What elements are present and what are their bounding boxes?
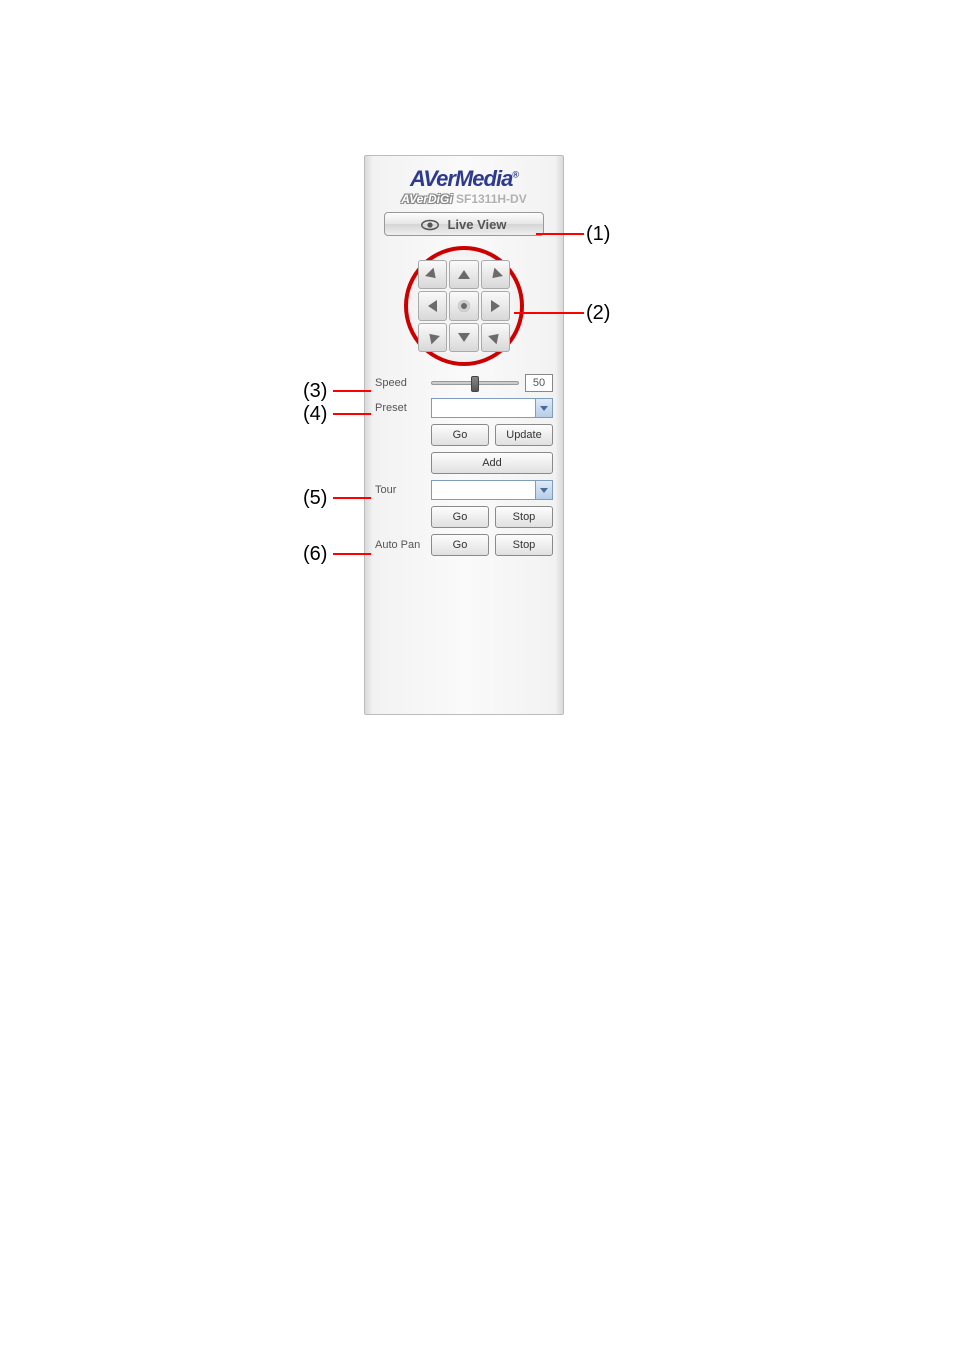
ptz-up-button[interactable]	[449, 260, 478, 289]
callout-4: (4)	[303, 403, 327, 426]
chevron-down-icon	[535, 399, 552, 417]
ptz-right-button[interactable]	[481, 291, 510, 320]
callout-line	[333, 390, 371, 392]
arrow-down-right-icon	[488, 330, 503, 345]
tour-row: Tour	[375, 480, 553, 500]
callout-2: (2)	[586, 302, 610, 325]
callout-3: (3)	[303, 380, 327, 403]
arrow-right-icon	[491, 300, 500, 312]
preset-buttons-1: Go Update	[431, 424, 553, 446]
callout-2-text: (2)	[586, 302, 610, 324]
callout-5: (5)	[303, 487, 327, 510]
control-panel: AVerMedia® AVerDiGi SF1311H-DV Live View	[364, 155, 564, 715]
speed-slider-thumb[interactable]	[471, 376, 479, 392]
live-view-label: Live View	[447, 217, 506, 232]
autopan-label: Auto Pan	[375, 539, 431, 551]
speed-label: Speed	[375, 377, 431, 389]
callout-line	[536, 233, 584, 235]
brand-block: AVerMedia® AVerDiGi SF1311H-DV	[375, 166, 553, 206]
tour-go-button[interactable]: Go	[431, 506, 489, 528]
callout-6-text: (6)	[303, 543, 327, 565]
callout-1: (1)	[586, 223, 610, 246]
ptz-down-button[interactable]	[449, 323, 478, 352]
ptz-down-right-button[interactable]	[481, 323, 510, 352]
preset-update-label: Update	[506, 429, 541, 441]
preset-add-button[interactable]: Add	[431, 452, 553, 474]
tour-stop-label: Stop	[513, 511, 536, 523]
arrow-down-icon	[458, 333, 470, 342]
speed-row: Speed 50	[375, 374, 553, 392]
autopan-go-button[interactable]: Go	[431, 534, 489, 556]
callout-3-text: (3)	[303, 380, 327, 402]
preset-select[interactable]	[431, 398, 553, 418]
callout-line	[514, 312, 584, 314]
brand-sub: AVerDiGi SF1311H-DV	[375, 192, 553, 206]
callout-6: (6)	[303, 543, 327, 566]
arrow-left-icon	[428, 300, 437, 312]
callout-4-text: (4)	[303, 403, 327, 425]
autopan-go-label: Go	[453, 539, 468, 551]
brand-sub-prefix: AVerDiGi	[401, 192, 452, 206]
preset-add-label: Add	[482, 457, 502, 469]
callout-5-text: (5)	[303, 487, 327, 509]
autopan-stop-label: Stop	[513, 539, 536, 551]
eye-icon	[421, 218, 439, 230]
arrow-down-left-icon	[425, 330, 440, 345]
preset-update-button[interactable]: Update	[495, 424, 553, 446]
brand-main: AVerMedia®	[375, 166, 553, 192]
arrow-up-left-icon	[425, 267, 440, 282]
tour-label: Tour	[375, 484, 431, 496]
preset-go-button[interactable]: Go	[431, 424, 489, 446]
chevron-down-icon	[535, 481, 552, 499]
ptz-up-right-button[interactable]	[481, 260, 510, 289]
ptz-up-left-button[interactable]	[418, 260, 447, 289]
preset-row: Preset	[375, 398, 553, 418]
arrow-up-right-icon	[488, 267, 503, 282]
ptz-down-left-button[interactable]	[418, 323, 447, 352]
brand-reg: ®	[512, 170, 518, 180]
ptz-grid	[418, 260, 510, 352]
tour-stop-button[interactable]: Stop	[495, 506, 553, 528]
callout-line	[333, 413, 371, 415]
ptz-control	[404, 246, 524, 366]
center-dot-icon	[458, 300, 470, 312]
autopan-stop-button[interactable]: Stop	[495, 534, 553, 556]
preset-label: Preset	[375, 402, 431, 414]
ptz-left-button[interactable]	[418, 291, 447, 320]
brand-main-text: AVerMedia	[410, 166, 512, 191]
autopan-row: Auto Pan Go Stop	[375, 534, 553, 556]
live-view-button[interactable]: Live View	[384, 212, 544, 236]
arrow-up-icon	[458, 270, 470, 279]
brand-model: SF1311H-DV	[456, 192, 527, 206]
callout-line	[333, 497, 371, 499]
tour-buttons: Go Stop	[431, 506, 553, 528]
preset-go-label: Go	[453, 429, 468, 441]
callout-1-text: (1)	[586, 223, 610, 245]
ptz-center-button[interactable]	[449, 291, 478, 320]
tour-go-label: Go	[453, 511, 468, 523]
tour-select[interactable]	[431, 480, 553, 500]
speed-value[interactable]: 50	[525, 374, 553, 392]
speed-slider[interactable]	[431, 381, 519, 385]
preset-buttons-2: Add	[431, 452, 553, 474]
callout-line	[333, 553, 371, 555]
